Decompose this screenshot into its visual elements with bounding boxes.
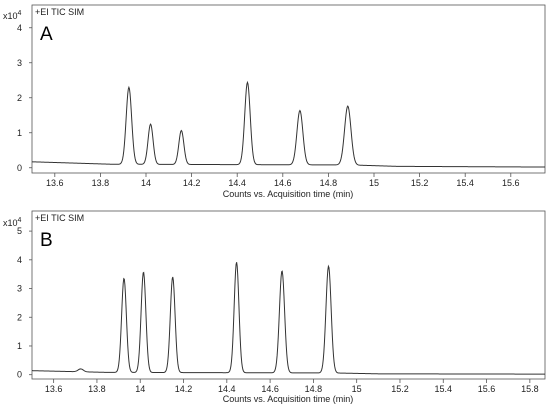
panel-b-y-tick-label: 2 bbox=[17, 312, 22, 322]
panel-b-x-tick-label: 15.8 bbox=[521, 384, 539, 394]
panel-b-x-tick-label: 14.2 bbox=[175, 384, 193, 394]
panel-a-letter: A bbox=[40, 24, 53, 45]
panel-b-y-tick-label: 3 bbox=[17, 284, 22, 294]
panel-a-x-tick-label: 15.6 bbox=[502, 178, 520, 188]
panel-a-y-tick-label: 4 bbox=[17, 23, 22, 33]
panel-b-x-tick-label: 15.2 bbox=[391, 384, 409, 394]
panel-b-x-tick-label: 15 bbox=[352, 384, 362, 394]
panel-a-x-tick-label: 13.6 bbox=[46, 178, 64, 188]
panel-b-x-tick-label: 14.6 bbox=[261, 384, 279, 394]
panel-a-x-tick-label: 15.4 bbox=[456, 178, 474, 188]
panel-b: +EI TIC SIM B x104 0 1 2 3 4 5 13.6 13.8 14 14.2… bbox=[3, 210, 546, 404]
panel-a-x-tick-label: 14 bbox=[141, 178, 151, 188]
panel-b-trace-line bbox=[31, 262, 545, 375]
panel-b-y-tick-label: 5 bbox=[17, 226, 22, 236]
panel-b-x-axis-title: Counts vs. Acquisition time (min) bbox=[223, 394, 354, 404]
panel-b-x-tick-label: 15.4 bbox=[435, 384, 453, 394]
panel-a-y-tick-label: 0 bbox=[17, 163, 22, 173]
panel-a-trace-label: +EI TIC SIM bbox=[35, 7, 84, 17]
panel-a-trace-line bbox=[31, 80, 545, 168]
panel-b-y-scale-label: x104 bbox=[3, 217, 22, 228]
panel-a-x-tick-label: 15 bbox=[369, 178, 379, 188]
panel-b-y-tick-label: 4 bbox=[17, 255, 22, 265]
panel-a-x-tick-label: 14.2 bbox=[183, 178, 201, 188]
panel-a-x-ticks: 13.6 13.8 14 14.2 14.4 14.6 14.8 15 15.2 15.4 15.6 bbox=[46, 173, 520, 188]
panel-b-x-tick-label: 14.4 bbox=[218, 384, 236, 394]
panel-b-y-ticks: 0 1 2 3 4 5 bbox=[17, 226, 32, 380]
panel-b-y-tick-label: 1 bbox=[17, 341, 22, 351]
panel-b-x-tick-label: 14 bbox=[135, 384, 145, 394]
panel-b-x-ticks: 13.6 13.8 14 14.2 14.4 14.6 14.8 15 15.2 15.4 15.6… bbox=[45, 379, 539, 394]
panel-a-x-tick-label: 14.8 bbox=[320, 178, 338, 188]
panel-b-trace-label: +EI TIC SIM bbox=[35, 213, 84, 223]
panel-b-letter: B bbox=[40, 230, 53, 251]
panel-b-x-tick-label: 13.6 bbox=[45, 384, 63, 394]
panel-a-x-tick-label: 14.6 bbox=[274, 178, 292, 188]
panel-b-x-tick-label: 15.6 bbox=[478, 384, 496, 394]
panel-a-y-tick-label: 3 bbox=[17, 58, 22, 68]
panel-a-x-tick-label: 13.8 bbox=[92, 178, 110, 188]
panel-b-x-tick-label: 13.8 bbox=[88, 384, 106, 394]
panel-b-frame bbox=[31, 210, 546, 380]
panel-a-y-tick-label: 2 bbox=[17, 93, 22, 103]
panel-a-frame bbox=[31, 4, 546, 174]
panel-a-y-tick-label: 1 bbox=[17, 128, 22, 138]
panel-a-y-ticks: 0 1 2 3 4 bbox=[17, 23, 32, 173]
panel-b-x-tick-label: 14.8 bbox=[305, 384, 323, 394]
panel-a-x-tick-label: 15.2 bbox=[411, 178, 429, 188]
panel-a-x-tick-label: 14.4 bbox=[228, 178, 246, 188]
panel-a-y-scale-label: x104 bbox=[3, 10, 22, 21]
panel-b-y-tick-label: 0 bbox=[17, 370, 22, 380]
panel-a-x-axis-title: Counts vs. Acquisition time (min) bbox=[223, 189, 354, 199]
